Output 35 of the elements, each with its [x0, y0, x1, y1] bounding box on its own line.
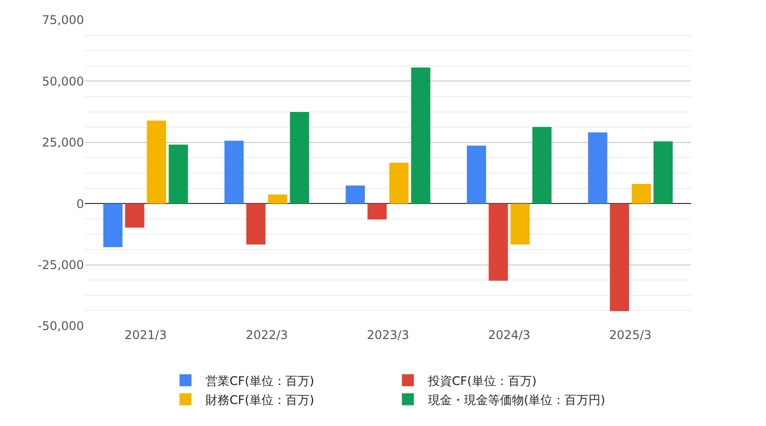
bar	[367, 204, 387, 220]
legend-label: 財務CF(単位：百万)	[206, 392, 314, 407]
y-tick-label: 25,000	[42, 136, 84, 150]
y-tick-label: -25,000	[38, 258, 84, 272]
y-tick-label: -50,000	[38, 319, 84, 334]
bar	[466, 146, 486, 204]
bar	[290, 112, 310, 204]
x-tick-label: 2022/3	[246, 328, 288, 342]
bar	[268, 194, 288, 204]
bar	[588, 132, 608, 204]
x-tick-label: 2021/3	[124, 328, 167, 342]
bar	[532, 126, 552, 204]
bar	[610, 204, 630, 312]
bar	[103, 204, 122, 248]
x-tick-label: 2024/3	[488, 328, 530, 342]
y-tick-label: 0	[76, 196, 84, 211]
x-tick-label: 2025/3	[609, 328, 652, 342]
y-tick-label: 75,000	[42, 13, 84, 28]
x-tick-label: 2023/3	[366, 328, 410, 342]
legend-label: 投資CF(単位：百万)	[426, 374, 537, 388]
bar	[389, 162, 409, 204]
bar	[346, 185, 365, 204]
legend-label: 営業CF(単位：百万)	[206, 374, 314, 388]
bar	[168, 144, 188, 204]
y-tick-label: 50,000	[42, 74, 84, 88]
legend-label: 現金・現金等価物(単位：百万円)	[428, 392, 606, 407]
bar	[654, 141, 673, 204]
bar	[125, 204, 144, 228]
bar	[411, 67, 430, 204]
bar	[510, 204, 530, 244]
bar	[246, 204, 266, 244]
bar	[488, 204, 508, 281]
bar	[224, 140, 244, 204]
bar	[632, 184, 651, 204]
bar	[146, 120, 166, 204]
